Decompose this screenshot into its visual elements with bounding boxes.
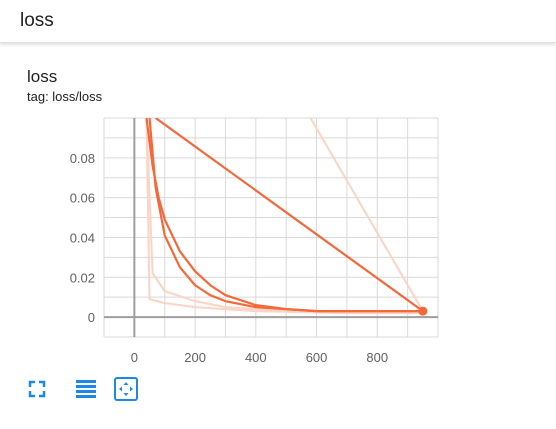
loss-series-faded-line xyxy=(145,118,423,315)
fit-domain-button[interactable] xyxy=(113,376,139,402)
chart-card-title: loss xyxy=(27,67,58,86)
fullscreen-button[interactable] xyxy=(24,376,50,402)
x-tick-label: 200 xyxy=(184,350,206,365)
x-tick-label: 800 xyxy=(366,350,388,365)
highlight-point xyxy=(418,306,428,316)
fit-domain-icon xyxy=(114,377,138,401)
chart-tag-label: tag: loss/loss xyxy=(27,89,103,104)
y-tick-label: 0.04 xyxy=(70,230,95,245)
loss-series-line xyxy=(154,118,424,313)
x-tick-label: 400 xyxy=(245,350,267,365)
toggle-data-table-button[interactable] xyxy=(73,376,99,402)
y-tick-label: 0.08 xyxy=(70,151,95,166)
x-tick-label: 0 xyxy=(131,350,138,365)
y-tick-label: 0.06 xyxy=(70,191,95,206)
loss-series-faded-line xyxy=(309,118,424,312)
loss-series-line xyxy=(148,118,423,313)
y-tick-label: 0 xyxy=(88,310,95,325)
page-title: loss xyxy=(20,10,54,31)
header-bar: loss xyxy=(0,0,556,43)
fullscreen-icon xyxy=(28,380,46,398)
data-table-icon xyxy=(76,380,96,398)
loss-series-faded-line xyxy=(145,118,423,315)
y-tick-label: 0.02 xyxy=(70,270,95,285)
loss-chart[interactable]: 0 200 400 600 800 0 0.02 0.04 0.06 0.08 xyxy=(0,0,556,372)
x-tick-label: 600 xyxy=(306,350,328,365)
